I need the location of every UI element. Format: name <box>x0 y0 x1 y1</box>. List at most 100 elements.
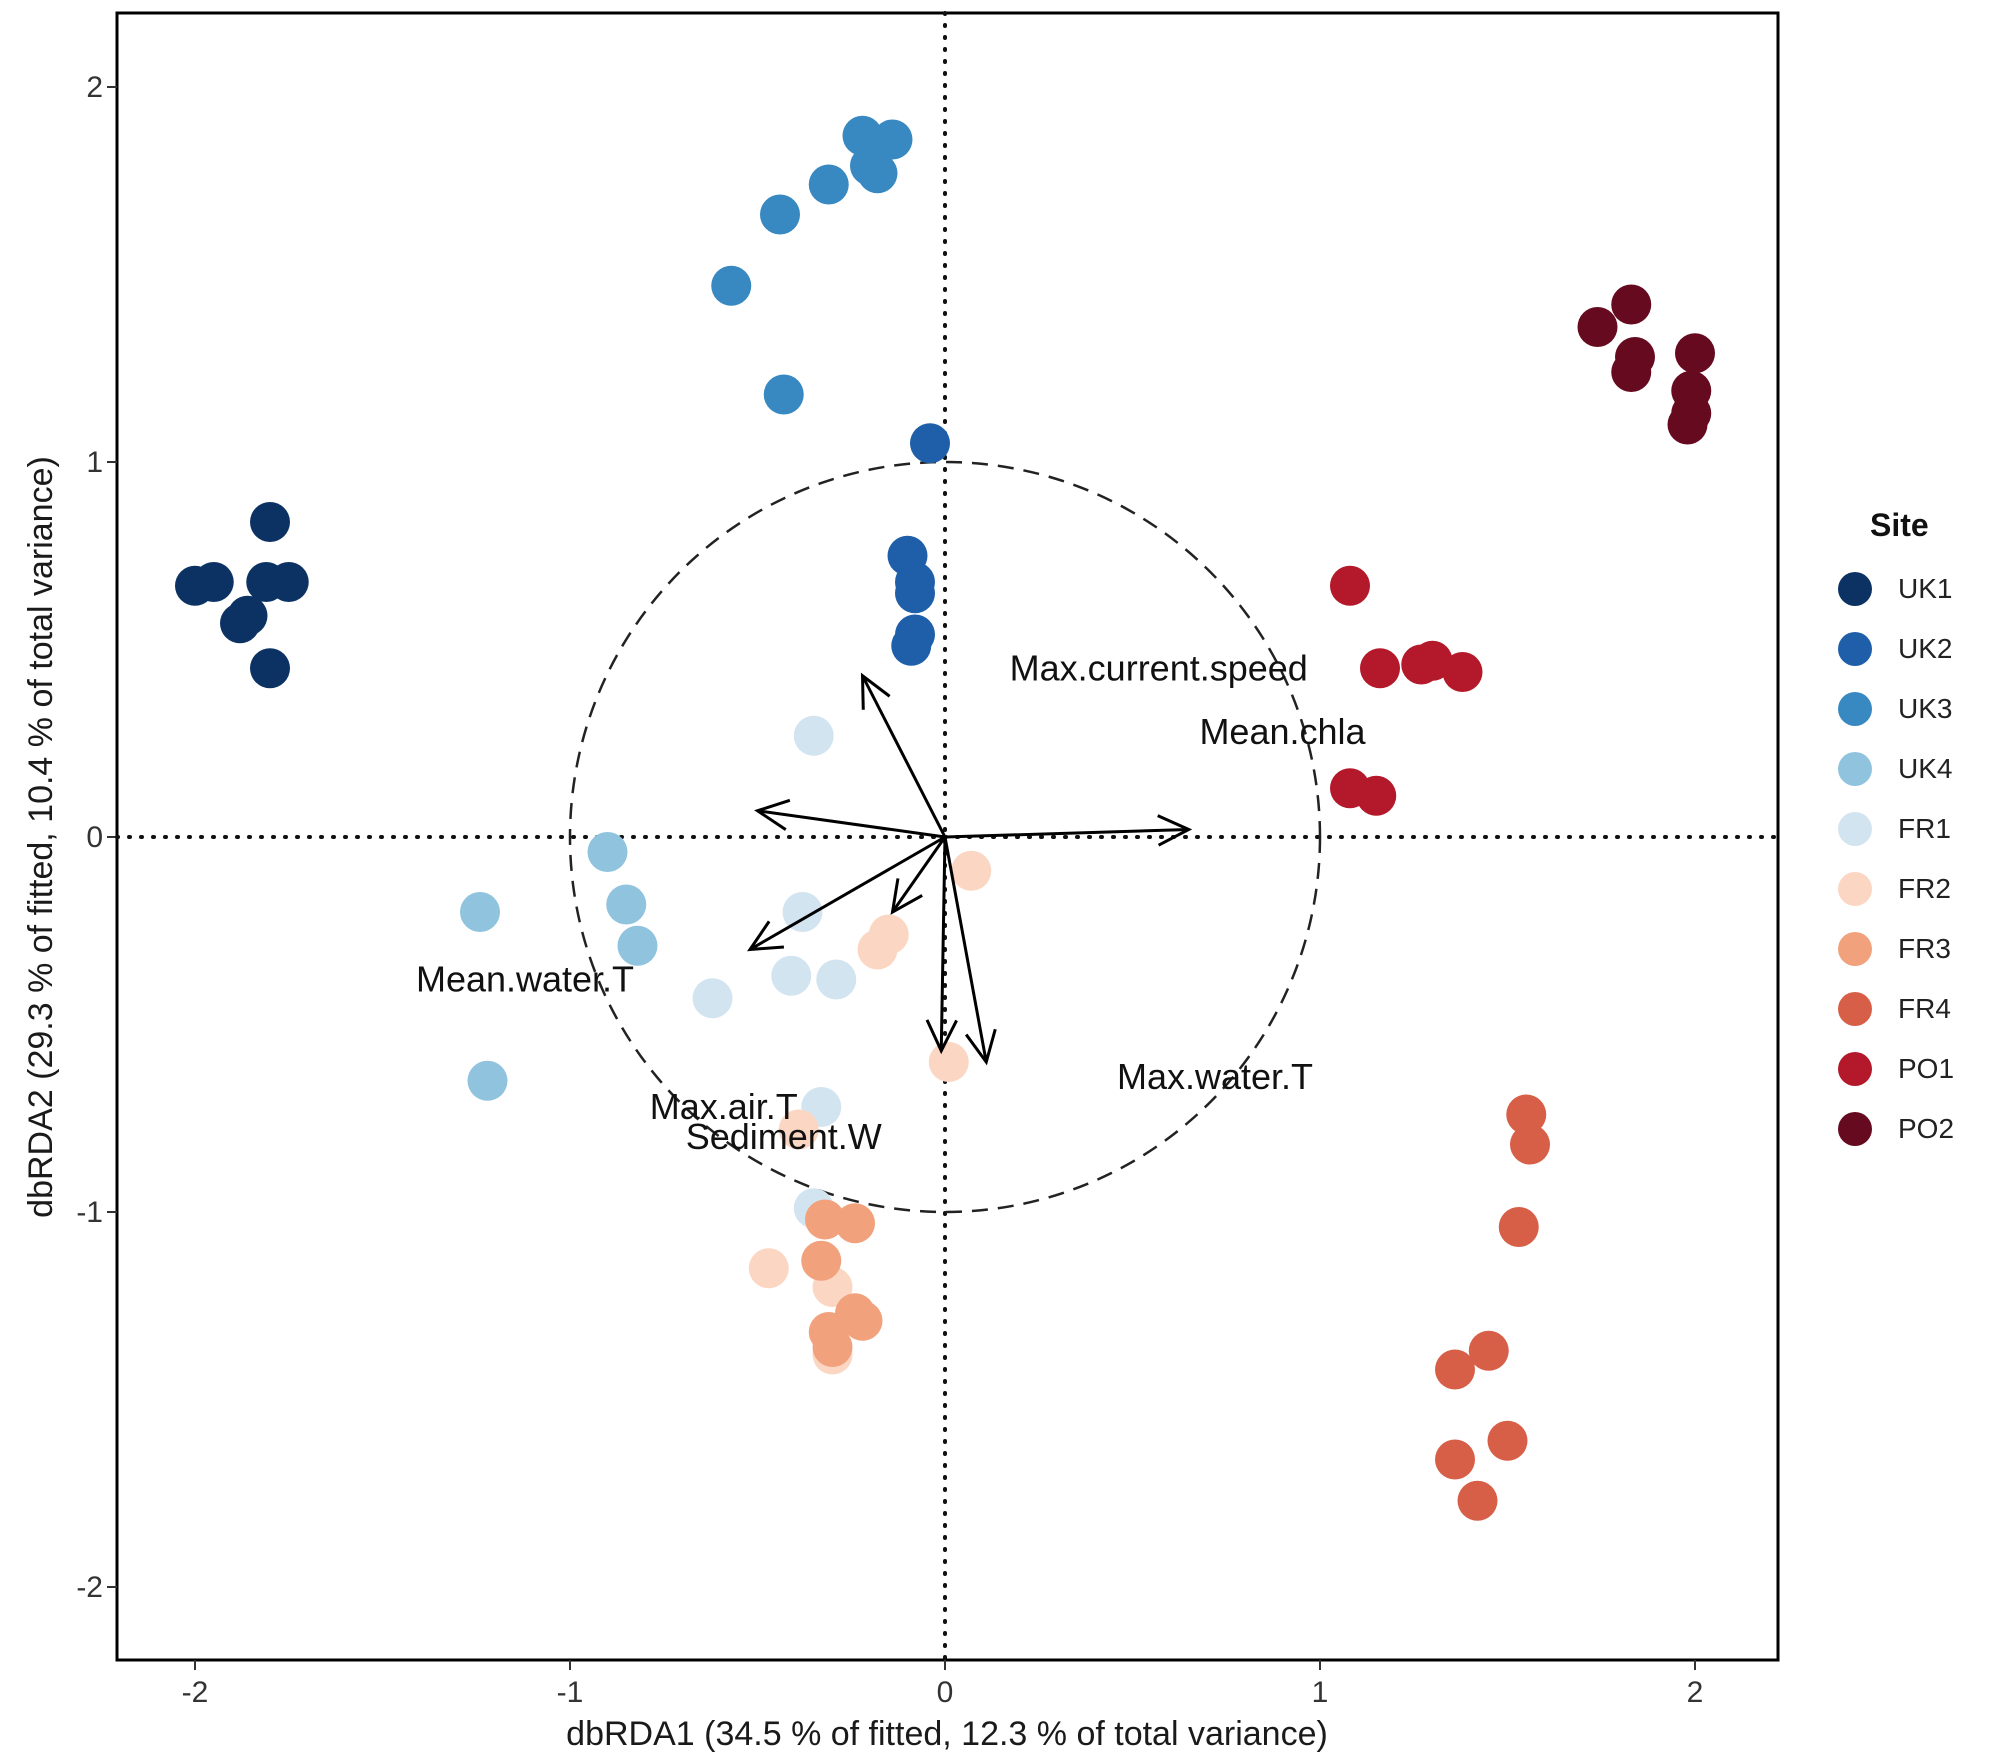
point-fr4 <box>1435 1349 1475 1390</box>
point-uk1 <box>193 562 234 602</box>
point-po2 <box>1611 352 1652 392</box>
point-fr4 <box>1457 1480 1498 1521</box>
legend-swatch <box>1838 932 1872 966</box>
point-po2 <box>1577 307 1618 347</box>
y-axis-title: dbRDA2 (29.3 % of fitted, 10.4 % of tota… <box>22 456 60 1218</box>
arrowhead <box>890 878 923 915</box>
point-fr4 <box>1468 1330 1509 1371</box>
point-po1 <box>1330 565 1370 606</box>
legend-item-fr1: FR1 <box>1838 799 1988 859</box>
vector-max-air-t <box>749 835 946 951</box>
legend-label: FR1 <box>1898 813 1951 844</box>
point-fr4 <box>1498 1207 1539 1247</box>
x-tick-label: 2 <box>1687 1676 1704 1709</box>
point-uk2 <box>895 573 935 614</box>
legend-swatch <box>1838 1052 1872 1086</box>
point-uk2 <box>910 423 950 464</box>
legend-swatch <box>1838 692 1872 726</box>
point-po1 <box>1360 648 1400 689</box>
x-tick-label: 1 <box>1312 1676 1329 1709</box>
vector-label: Mean.chla <box>1199 711 1366 752</box>
arrowhead <box>925 1019 958 1055</box>
equilibrium-circle <box>568 460 1322 1214</box>
legend-label: FR3 <box>1898 933 1951 964</box>
point-fr4 <box>1510 1124 1550 1165</box>
legend-swatch <box>1838 632 1872 666</box>
x-axis-title: dbRDA1 (34.5 % of fitted, 12.3 % of tota… <box>566 1715 1328 1753</box>
vector-mean-water-t <box>757 809 946 839</box>
legend-label: UK3 <box>1898 693 1953 724</box>
vector-label: Max.water.T <box>1117 1056 1313 1097</box>
arrowhead <box>860 672 891 710</box>
vector-unlabeled <box>939 836 947 1051</box>
legend-label: PO2 <box>1898 1113 1955 1144</box>
vector-sediment-w <box>891 836 947 913</box>
point-fr3 <box>801 1240 842 1281</box>
legend-item-uk1: UK1 <box>1838 559 1988 619</box>
legend-title: Site <box>1870 507 1929 543</box>
point-uk3 <box>763 374 804 415</box>
legend: Site UK1 UK2 UK3 UK4 FR1 FR2 FR3 FR4 PO1 PO2 <box>1838 505 1988 1159</box>
legend-item-uk2: UK2 <box>1838 619 1988 679</box>
legend-item-fr3: FR3 <box>1838 919 1988 979</box>
point-uk3 <box>842 115 883 156</box>
point-fr3 <box>805 1199 845 1240</box>
legend-items: UK1 UK2 UK3 UK4 FR1 FR2 FR3 FR4 PO1 PO2 <box>1838 559 1988 1159</box>
point-po2 <box>1611 284 1652 325</box>
point-po1 <box>1442 652 1483 692</box>
arrowhead <box>1157 814 1193 847</box>
point-fr2 <box>928 1042 969 1082</box>
point-fr3 <box>842 1300 883 1341</box>
point-uk4 <box>467 1060 508 1101</box>
data-points <box>175 115 1715 1521</box>
arrowhead <box>747 920 785 952</box>
point-po1 <box>1412 640 1453 681</box>
arrowhead <box>964 1028 997 1066</box>
legend-label: UK2 <box>1898 633 1953 664</box>
point-uk3 <box>808 164 849 205</box>
point-uk4 <box>617 925 658 966</box>
point-uk1 <box>220 603 260 644</box>
legend-swatch <box>1838 992 1872 1026</box>
point-uk4 <box>460 892 500 932</box>
point-po2 <box>1675 333 1715 374</box>
point-uk1 <box>268 562 309 602</box>
point-fr3 <box>835 1203 875 1244</box>
point-uk3 <box>857 153 898 194</box>
point-po1 <box>1356 775 1397 816</box>
legend-swatch <box>1838 812 1872 846</box>
point-fr2 <box>748 1248 789 1289</box>
point-fr1 <box>771 955 812 996</box>
legend-swatch <box>1838 752 1872 786</box>
legend-label: PO1 <box>1898 1053 1955 1084</box>
legend-label: UK4 <box>1898 753 1953 784</box>
legend-swatch <box>1838 872 1872 906</box>
point-fr4 <box>1435 1439 1475 1480</box>
legend-label: FR2 <box>1898 873 1951 904</box>
point-uk4 <box>606 884 647 925</box>
vector-label: Mean.water.T <box>416 959 634 1000</box>
legend-swatch <box>1838 572 1872 606</box>
axis-ticks: -2 -1 0 1 2 -2 -1 0 1 2 <box>76 71 1703 1709</box>
vector-label: Max.current.speed <box>1010 647 1308 688</box>
y-tick-label: -1 <box>76 1196 103 1229</box>
point-fr1 <box>782 892 823 932</box>
legend-swatch <box>1838 1112 1872 1146</box>
point-fr1 <box>793 715 834 756</box>
point-fr4 <box>1506 1094 1547 1135</box>
y-tick-label: 1 <box>86 446 103 479</box>
point-fr4 <box>1487 1420 1528 1461</box>
arrowhead <box>754 798 791 831</box>
point-fr2 <box>778 1109 819 1150</box>
vector-max-water-t <box>943 836 988 1063</box>
vector-mean-chla <box>944 828 1189 839</box>
y-tick-label: 2 <box>86 71 103 104</box>
point-uk2 <box>891 625 932 666</box>
point-fr2 <box>857 929 898 970</box>
point-fr1 <box>816 959 857 1000</box>
point-fr1 <box>692 978 733 1019</box>
point-uk3 <box>711 265 752 306</box>
x-tick-label: -1 <box>557 1676 584 1709</box>
point-uk1 <box>250 648 290 689</box>
